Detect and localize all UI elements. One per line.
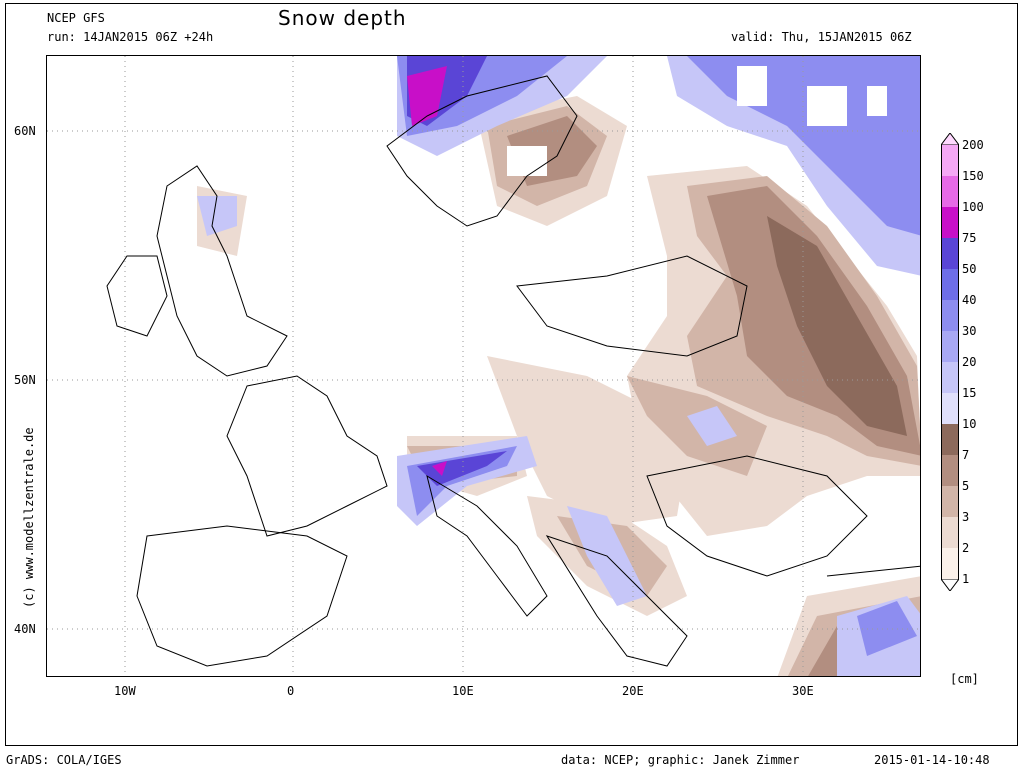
colorbar-segment [941,486,959,517]
no-data-patches [507,66,887,176]
colorbar-level-label: 200 [962,138,984,152]
lat-label-60n: 60N [14,124,36,138]
colorbar-segment [941,207,959,238]
colorbar-level-label: 1 [962,572,970,586]
lon-label-20e: 20E [622,684,644,698]
colorbar-level-label: 75 [962,231,977,245]
colorbar-segment [941,517,959,548]
footer-right: 2015-01-14-10:48 [874,753,990,767]
colorbar-segment [941,145,959,176]
snow-depth-map [46,55,921,677]
credit-vertical: (c) www.modellzentrale.de [22,427,36,608]
lon-label-10e: 10E [452,684,474,698]
colorbar-segment [941,548,959,579]
coastlines [106,75,920,667]
footer-center: data: NCEP; graphic: Janek Zimmer [561,753,800,767]
colorbar-segment [941,238,959,269]
colorbar-segment [941,331,959,362]
colorbar-segment [941,424,959,455]
colorbar-level-label: 7 [962,448,970,462]
colorbar-level-label: 30 [962,324,977,338]
colorbar-bottom-arrow [941,579,959,591]
lon-label-30e: 30E [792,684,814,698]
colorbar-level-label: 3 [962,510,970,524]
run-label: run: 14JAN2015 06Z +24h [47,30,214,44]
colorbar-segment [941,455,959,486]
colorbar-segment [941,176,959,207]
colorbar-segment [941,362,959,393]
gridlines [47,56,920,676]
colorbar-level-label: 100 [962,200,984,214]
snow-7-10cm [767,216,907,436]
footer-left: GrADS: COLA/IGES [6,753,122,767]
lat-label-50n: 50N [14,373,36,387]
colorbar-segment [941,269,959,300]
colorbar-unit: [cm] [950,672,979,686]
lon-label-10w: 10W [114,684,136,698]
colorbar-level-label: 15 [962,386,977,400]
colorbar-segment [941,300,959,331]
map-graphic [47,56,920,676]
colorbar [941,133,959,591]
model-label: NCEP GFS [47,11,105,25]
chart-title: Snow depth [278,6,407,30]
colorbar-level-label: 2 [962,541,970,555]
colorbar-level-label: 50 [962,262,977,276]
colorbar-segment [941,393,959,424]
valid-label: valid: Thu, 15JAN2015 06Z [731,30,912,44]
colorbar-level-label: 5 [962,479,970,493]
lon-label-0: 0 [287,684,295,698]
colorbar-segments [941,145,959,579]
colorbar-top-arrow [941,133,959,145]
colorbar-level-label: 150 [962,169,984,183]
lat-label-40n: 40N [14,622,36,636]
colorbar-level-label: 20 [962,355,977,369]
colorbar-level-label: 10 [962,417,977,431]
plot-frame [5,3,1018,746]
colorbar-level-label: 40 [962,293,977,307]
